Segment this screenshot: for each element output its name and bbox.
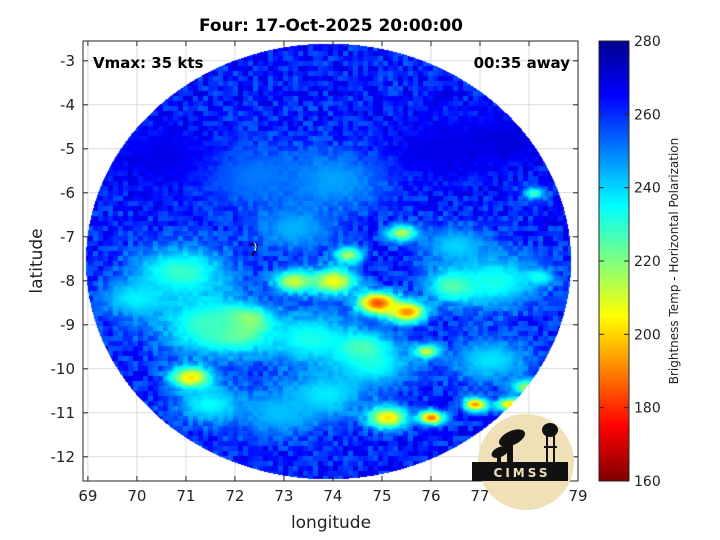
x-tick-label: 77 [470, 487, 489, 505]
colorbar-tick-label: 240 [634, 181, 661, 197]
colorbar-tick-label: 180 [634, 401, 661, 417]
x-tick-label: 79 [568, 487, 587, 505]
colorbar-tick-label: 160 [634, 474, 661, 490]
cimss-logo: CIMSS [472, 414, 574, 510]
x-tick-label: 72 [225, 487, 244, 505]
colorbar-ticks: 160 180 200 220 240 260 280 [599, 34, 661, 490]
y-axis-label: latitude [27, 228, 47, 293]
x-tick-label: 76 [421, 487, 440, 505]
time-away-annotation: 00:35 away [474, 54, 571, 72]
storm-center-icon [249, 242, 258, 257]
colorbar-label: Brightness Temp - Horizontal Polarizatio… [667, 138, 681, 385]
y-tick-label: -8 [60, 272, 75, 290]
y-tick-label: -7 [60, 228, 75, 246]
colorbar-tick-label: 280 [634, 34, 661, 50]
y-tick-label: -9 [60, 316, 75, 334]
x-axis-label: longitude [291, 513, 371, 533]
cimss-logo-text: CIMSS [494, 466, 551, 480]
chart-title: Four: 17-Oct-2025 20:00:00 [199, 16, 463, 36]
y-axis-ticks: -3 -4 -5 -6 -7 -8 -9 -10 -11 -12 [51, 52, 578, 466]
colorbar-tick-label: 260 [634, 107, 661, 123]
x-tick-label: 74 [323, 487, 342, 505]
x-tick-label: 73 [274, 487, 293, 505]
y-tick-label: -5 [60, 140, 75, 158]
y-tick-label: -4 [60, 96, 75, 114]
colorbar-tick-label: 200 [634, 327, 661, 343]
brightness-temp-heatmap [83, 41, 578, 481]
y-tick-label: -12 [51, 448, 76, 466]
plot-frame [82, 40, 579, 482]
y-tick-label: -10 [51, 360, 76, 378]
x-tick-label: 71 [176, 487, 195, 505]
y-tick-label: -3 [60, 52, 75, 70]
y-tick-label: -11 [51, 404, 76, 422]
x-tick-label: 69 [78, 487, 97, 505]
x-tick-label: 75 [372, 487, 391, 505]
x-tick-label: 70 [127, 487, 146, 505]
colorbar-tick-label: 220 [634, 254, 661, 270]
vmax-annotation: Vmax: 35 kts [93, 54, 203, 72]
x-axis-ticks: 6970717273747576777879 [78, 41, 588, 505]
y-tick-label: -6 [60, 184, 75, 202]
